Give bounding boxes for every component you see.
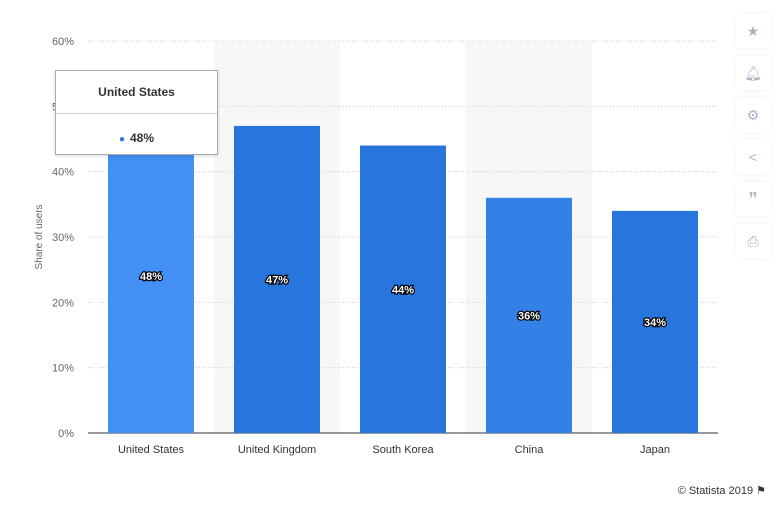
y-tick-label: 0% [58, 428, 74, 440]
favorite-button[interactable]: ★ [736, 14, 770, 48]
data-label: 34% [644, 317, 666, 329]
x-tick-label: South Korea [372, 444, 434, 456]
flag-icon[interactable]: ⚑ [756, 485, 766, 497]
series-dot-icon: ● [118, 134, 125, 145]
tooltip-title: United States [56, 71, 217, 114]
bar[interactable] [234, 125, 320, 433]
star-icon: ★ [746, 22, 760, 39]
print-button[interactable]: ⎙ [736, 224, 770, 258]
bar[interactable] [612, 210, 698, 433]
y-tick-label: 30% [52, 232, 74, 244]
cite-button[interactable]: ” [736, 182, 770, 216]
data-label: 47% [266, 274, 288, 286]
gear-icon: ⚙ [746, 106, 760, 123]
share-icon: < [748, 149, 758, 165]
y-tick-label: 40% [52, 167, 74, 179]
y-axis-label: Share of users [34, 204, 45, 269]
bar[interactable] [486, 197, 572, 433]
data-label: 36% [518, 310, 540, 322]
tooltip-value: 48% [130, 131, 155, 145]
x-tick-label: China [515, 444, 545, 456]
print-icon: ⎙ [747, 232, 759, 249]
credit-link[interactable]: © Statista 2019 [677, 485, 754, 497]
x-tick-label: Japan [640, 444, 670, 456]
y-tick-label: 20% [52, 297, 74, 309]
data-label: 48% [140, 271, 162, 283]
quote-icon: ” [748, 188, 758, 209]
x-tick-label: United Kingdom [238, 444, 316, 456]
bar[interactable] [360, 145, 446, 434]
data-label: 44% [392, 284, 414, 296]
share-button[interactable]: < [736, 140, 770, 174]
y-tick-label: 10% [52, 363, 74, 375]
bar[interactable] [108, 119, 194, 434]
notification-button[interactable]: 🔔︎ [736, 56, 770, 90]
y-tick-label: 60% [52, 36, 74, 48]
tooltip: United States ● 48% [55, 70, 218, 155]
x-tick-label: United States [118, 444, 185, 456]
bell-icon: 🔔︎ [744, 64, 762, 81]
settings-button[interactable]: ⚙ [736, 98, 770, 132]
